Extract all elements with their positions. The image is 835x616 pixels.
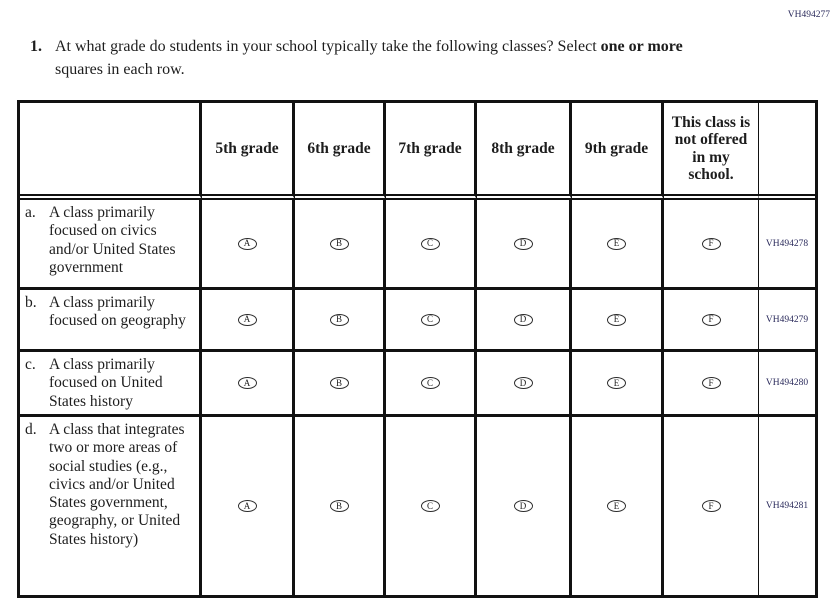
column-header-8th-grade: 8th grade <box>477 103 572 200</box>
answer-cell-b-7th: C <box>386 290 477 352</box>
row-code: VH494279 <box>759 290 815 352</box>
option-bubble-e[interactable]: E <box>607 237 626 250</box>
column-header-label: This class is not offered in my school. <box>671 113 751 183</box>
answer-cell-a-8th: D <box>477 200 572 290</box>
row-label-text: A class primarily focused on United Stat… <box>49 356 163 410</box>
row-label-text: A class that integrates two or more area… <box>49 421 185 548</box>
question-number: 1. <box>30 38 42 55</box>
option-bubble-a[interactable]: A <box>237 500 257 512</box>
option-bubble-c[interactable]: C <box>420 313 440 326</box>
option-bubble-d[interactable]: D <box>513 500 533 512</box>
option-bubble-a[interactable]: A <box>237 313 257 326</box>
option-bubble-b[interactable]: B <box>329 313 349 326</box>
option-bubble-d[interactable]: D <box>513 313 533 326</box>
answer-cell-b-9th: E <box>572 290 664 352</box>
answer-cell-c-not-offered: F <box>664 352 759 417</box>
answer-cell-d-9th: E <box>572 417 664 595</box>
option-bubble-d[interactable]: D <box>513 377 533 389</box>
option-bubble-a[interactable]: A <box>237 377 257 389</box>
form-code: VH494277 <box>787 10 830 20</box>
answer-cell-a-7th: C <box>386 200 477 290</box>
column-header-label: 9th grade <box>584 139 649 157</box>
option-bubble-e[interactable]: E <box>607 313 626 326</box>
answer-cell-b-5th: A <box>202 290 295 352</box>
option-bubble-d[interactable]: D <box>513 237 533 250</box>
column-header-label: 5th grade <box>215 139 279 157</box>
answer-cell-a-9th: E <box>572 200 664 290</box>
answer-cell-b-not-offered: F <box>664 290 759 352</box>
column-header-7th-grade: 7th grade <box>386 103 477 200</box>
option-bubble-c[interactable]: C <box>420 500 440 512</box>
answer-cell-a-6th: B <box>295 200 386 290</box>
column-header-label: 6th grade <box>307 139 371 157</box>
column-header-not-offered: This class is not offered in my school. <box>664 103 759 200</box>
option-bubble-b[interactable]: B <box>329 500 349 512</box>
answer-cell-a-not-offered: F <box>664 200 759 290</box>
column-header-label: 7th grade <box>398 139 462 157</box>
row-label-text: A class primarily focused on geography <box>49 294 186 330</box>
answer-cell-c-7th: C <box>386 352 477 417</box>
option-bubble-b[interactable]: B <box>329 237 349 250</box>
row-label-text: A class primarily focused on civics and/… <box>49 204 176 276</box>
row-code-text: VH494281 <box>765 501 809 511</box>
option-bubble-f[interactable]: F <box>701 377 721 389</box>
row-letter: d. <box>25 421 37 438</box>
table-row-label-d: d. A class that integrates two or more a… <box>20 417 202 595</box>
question-text-after: squares in each row. <box>55 60 185 78</box>
answer-cell-c-6th: B <box>295 352 386 417</box>
option-bubble-f[interactable]: F <box>701 500 721 512</box>
column-header-5th-grade: 5th grade <box>202 103 295 200</box>
option-bubble-e[interactable]: E <box>607 500 626 512</box>
answer-cell-b-8th: D <box>477 290 572 352</box>
answer-cell-d-6th: B <box>295 417 386 595</box>
table-row-label-b: b. A class primarily focused on geograph… <box>20 290 202 352</box>
row-letter: b. <box>25 294 37 311</box>
option-bubble-b[interactable]: B <box>329 377 349 389</box>
option-bubble-c[interactable]: C <box>420 237 440 250</box>
column-header-label: 8th grade <box>491 139 555 157</box>
row-code: VH494281 <box>759 417 815 595</box>
column-header-6th-grade: 6th grade <box>295 103 386 200</box>
answer-cell-d-8th: D <box>477 417 572 595</box>
option-bubble-a[interactable]: A <box>237 237 257 250</box>
row-letter: a. <box>25 204 36 221</box>
option-bubble-c[interactable]: C <box>420 377 440 389</box>
answer-cell-a-5th: A <box>202 200 295 290</box>
question-text: At what grade do students in your school… <box>55 36 717 81</box>
column-header-9th-grade: 9th grade <box>572 103 664 200</box>
row-code-text: VH494279 <box>765 314 809 325</box>
answer-cell-d-not-offered: F <box>664 417 759 595</box>
answer-cell-c-9th: E <box>572 352 664 417</box>
question-text-bold: one or more <box>600 38 683 55</box>
answer-cell-c-5th: A <box>202 352 295 417</box>
question-text-before: At what grade do students in your school… <box>55 38 601 55</box>
table-row-label-c: c. A class primarily focused on United S… <box>20 352 202 417</box>
option-bubble-e[interactable]: E <box>607 377 626 389</box>
column-header-blank <box>20 103 202 200</box>
table-row-label-a: a. A class primarily focused on civics a… <box>20 200 202 290</box>
answer-cell-b-6th: B <box>295 290 386 352</box>
row-code: VH494280 <box>759 352 815 417</box>
answer-cell-d-7th: C <box>386 417 477 595</box>
row-code: VH494278 <box>759 200 815 290</box>
option-bubble-f[interactable]: F <box>701 313 721 326</box>
row-code-text: VH494280 <box>765 378 809 388</box>
option-bubble-f[interactable]: F <box>701 237 721 250</box>
question-block: 1. At what grade do students in your sch… <box>30 36 717 81</box>
row-code-text: VH494278 <box>765 238 809 249</box>
answer-cell-c-8th: D <box>477 352 572 417</box>
questionnaire-table: 5th grade 6th grade 7th grade 8th grade … <box>17 100 818 598</box>
row-letter: c. <box>25 356 36 373</box>
column-header-code-blank <box>759 103 815 200</box>
answer-cell-d-5th: A <box>202 417 295 595</box>
